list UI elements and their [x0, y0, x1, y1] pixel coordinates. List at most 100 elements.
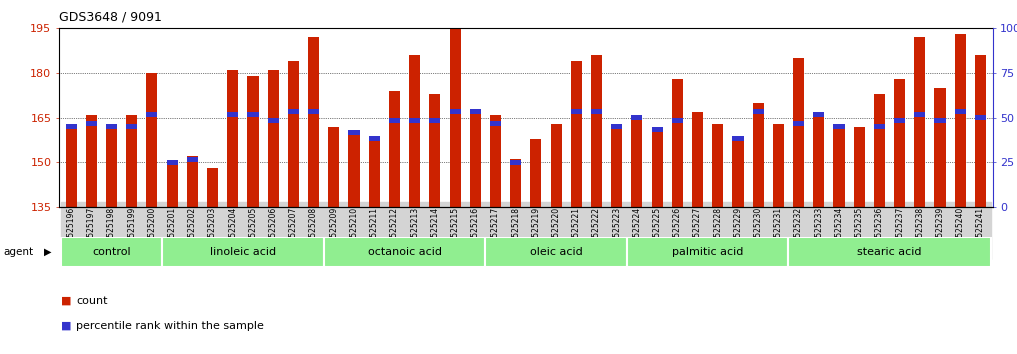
Bar	[874, 94, 885, 207]
Text: linoleic acid: linoleic acid	[210, 247, 276, 257]
Bar	[369, 138, 379, 207]
Bar	[753, 109, 764, 114]
Bar	[571, 109, 582, 114]
Bar	[470, 109, 481, 114]
Bar	[571, 61, 582, 207]
Text: GDS3648 / 9091: GDS3648 / 9091	[59, 11, 162, 24]
Bar	[530, 138, 541, 207]
Bar	[914, 37, 925, 207]
Bar	[834, 127, 844, 207]
Bar	[490, 115, 501, 207]
Bar	[814, 115, 825, 207]
Bar	[267, 70, 279, 207]
Bar	[126, 115, 137, 207]
Bar	[672, 79, 682, 207]
Bar	[975, 55, 986, 207]
Bar	[955, 109, 966, 114]
Bar	[955, 34, 966, 207]
Bar	[247, 76, 258, 207]
Bar	[511, 159, 522, 207]
Bar	[106, 124, 117, 129]
Bar	[550, 124, 561, 207]
Bar	[591, 109, 602, 114]
Bar	[470, 109, 481, 207]
Bar	[369, 136, 379, 141]
Bar	[227, 70, 238, 207]
Bar	[146, 73, 158, 207]
Bar	[773, 124, 784, 207]
Text: oleic acid: oleic acid	[530, 247, 583, 257]
Bar	[814, 112, 825, 118]
Bar	[106, 124, 117, 207]
Bar	[485, 237, 626, 267]
Text: control: control	[93, 247, 131, 257]
Text: ▶: ▶	[44, 247, 51, 257]
Bar	[349, 133, 360, 207]
Bar	[187, 157, 198, 162]
Bar	[323, 237, 485, 267]
Text: ■: ■	[61, 321, 71, 331]
Bar	[61, 237, 162, 267]
Bar	[732, 136, 743, 141]
Bar	[511, 160, 522, 165]
Bar	[308, 109, 319, 114]
Bar	[409, 55, 420, 207]
Bar	[626, 237, 788, 267]
Bar	[167, 162, 178, 207]
Bar	[328, 127, 340, 207]
Bar	[652, 127, 663, 132]
Bar	[267, 118, 279, 123]
Bar	[388, 118, 400, 123]
Bar	[874, 124, 885, 129]
Bar	[167, 160, 178, 165]
Text: count: count	[76, 296, 108, 306]
Bar	[450, 109, 461, 114]
Bar	[65, 124, 76, 129]
Bar	[65, 124, 76, 207]
Text: agent: agent	[3, 247, 34, 257]
Bar	[207, 169, 218, 207]
Bar	[632, 118, 643, 207]
Text: stearic acid: stearic acid	[857, 247, 921, 257]
Bar	[788, 237, 991, 267]
Bar	[632, 115, 643, 120]
Bar	[187, 156, 198, 207]
Bar	[894, 79, 905, 207]
Bar	[349, 130, 360, 135]
Bar	[146, 112, 158, 118]
Bar	[227, 112, 238, 118]
Bar	[894, 118, 905, 123]
Text: octanoic acid: octanoic acid	[367, 247, 441, 257]
Bar	[85, 121, 97, 126]
Text: ■: ■	[61, 296, 71, 306]
Bar	[935, 88, 946, 207]
Bar	[692, 112, 703, 207]
Bar	[853, 127, 864, 207]
Bar	[308, 37, 319, 207]
Bar	[935, 118, 946, 123]
Bar	[611, 124, 622, 207]
Bar	[672, 118, 682, 123]
Bar	[388, 91, 400, 207]
Bar	[712, 124, 723, 207]
Bar	[162, 237, 323, 267]
Bar	[126, 124, 137, 129]
Bar	[975, 115, 986, 120]
Bar	[429, 118, 440, 123]
Bar	[732, 138, 743, 207]
Bar	[914, 112, 925, 118]
Bar	[591, 55, 602, 207]
Bar	[288, 109, 299, 114]
Bar	[247, 112, 258, 118]
Text: palmitic acid: palmitic acid	[672, 247, 743, 257]
Text: percentile rank within the sample: percentile rank within the sample	[76, 321, 264, 331]
Bar	[409, 118, 420, 123]
Bar	[611, 124, 622, 129]
Bar	[288, 61, 299, 207]
Bar	[834, 124, 844, 129]
Bar	[793, 58, 804, 207]
Bar	[450, 25, 461, 207]
Bar	[490, 121, 501, 126]
Bar	[753, 103, 764, 207]
Bar	[652, 130, 663, 207]
